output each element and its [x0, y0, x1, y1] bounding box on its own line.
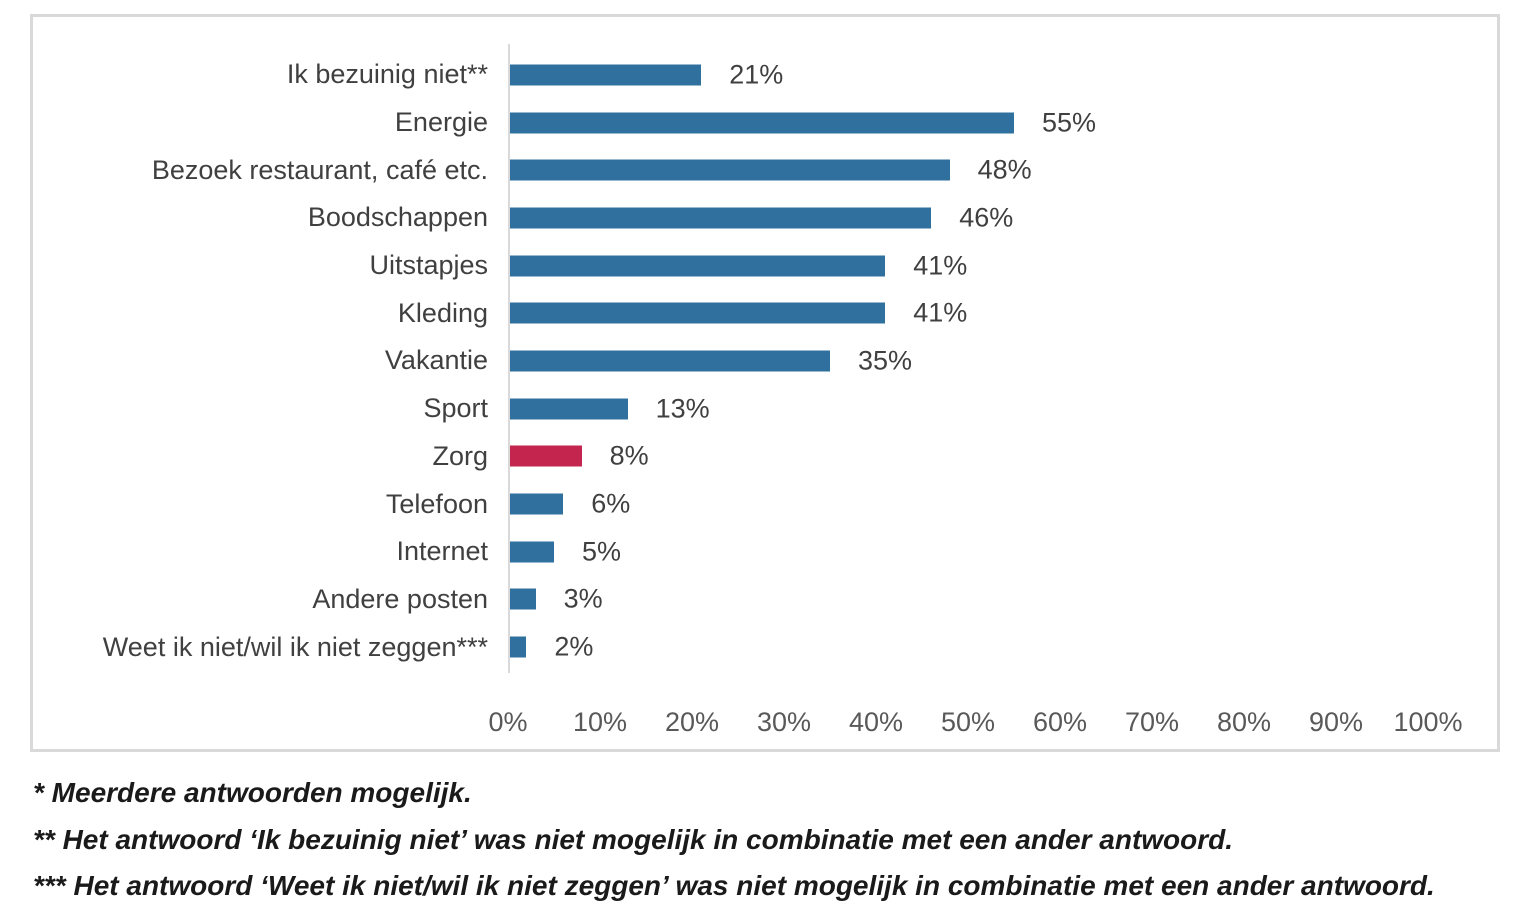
bar [508, 159, 950, 181]
bar-row: Bezoek restaurant, café etc. 48% [33, 146, 1497, 194]
bar-row: Kleding 41% [33, 289, 1497, 337]
bar [508, 255, 886, 277]
category-label: Zorg [432, 440, 488, 471]
category-label: Uitstapjes [369, 250, 488, 281]
bar-track: 41% [508, 242, 1428, 290]
bar-row: Weet ik niet/wil ik niet zeggen*** 2% [33, 623, 1497, 671]
bar [508, 207, 932, 229]
category-label: Weet ik niet/wil ik niet zeggen*** [102, 631, 488, 662]
value-label: 21% [729, 59, 784, 90]
footnote-1: * Meerdere antwoorden mogelijk. [33, 777, 472, 808]
bar-track: 6% [508, 480, 1428, 528]
bar [508, 112, 1014, 134]
bar [508, 64, 702, 86]
bar-track: 48% [508, 146, 1428, 194]
x-tick-label: 10% [572, 707, 628, 737]
bar [508, 398, 628, 420]
bar [508, 350, 830, 372]
bar-row: Ik bezuinig niet** 21% [33, 51, 1497, 99]
bar-track: 2% [508, 623, 1428, 671]
bar-rows: Ik bezuinig niet** 21% Energie 55% Bezoek re… [33, 51, 1497, 671]
category-label: Ik bezuinig niet** [286, 59, 488, 90]
bar-row: Internet 5% [33, 528, 1497, 576]
value-label: 2% [554, 631, 594, 662]
x-tick-label: 50% [940, 707, 996, 737]
footnotes: * Meerdere antwoorden mogelijk. ** Het a… [33, 770, 1513, 910]
category-label: Energie [394, 107, 488, 138]
bar-row: Energie 55% [33, 99, 1497, 147]
y-axis-line [508, 44, 510, 673]
category-label: Kleding [397, 297, 488, 328]
bar-row: Zorg 8% [33, 433, 1497, 481]
bar-track: 41% [508, 289, 1428, 337]
bar-row: Telefoon 6% [33, 480, 1497, 528]
value-label: 41% [913, 250, 968, 281]
value-label: 35% [858, 345, 913, 376]
x-tick-label: 20% [664, 707, 720, 737]
bar-track: 8% [508, 433, 1428, 481]
footnote-3: *** Het antwoord ‘Weet ik niet/wil ik ni… [33, 870, 1435, 901]
bar-track: 5% [508, 528, 1428, 576]
value-label: 6% [591, 488, 631, 519]
x-axis-ticks: 0% 10% 20% 30% 40% 50% 60% 70% 80% 90% 100% [488, 707, 1462, 739]
value-label: 55% [1042, 107, 1097, 138]
value-label: 5% [582, 536, 622, 567]
x-tick-label: 60% [1032, 707, 1088, 737]
bar-track: 35% [508, 337, 1428, 385]
category-label: Vakantie [384, 345, 488, 376]
bar-track: 13% [508, 385, 1428, 433]
x-tick-label: 0% [488, 707, 528, 737]
bar-row: Sport 13% [33, 385, 1497, 433]
value-label: 3% [563, 583, 603, 614]
value-label: 8% [609, 440, 649, 471]
x-tick-label: 100% [1393, 707, 1463, 737]
value-label: 41% [913, 297, 968, 328]
x-tick-label: 90% [1308, 707, 1364, 737]
x-tick-label: 40% [848, 707, 904, 737]
category-label: Sport [423, 393, 488, 424]
bar [508, 445, 582, 467]
value-label: 48% [977, 154, 1032, 185]
bar-row: Andere posten 3% [33, 576, 1497, 624]
bar [508, 636, 527, 658]
x-tick-label: 30% [756, 707, 812, 737]
category-label: Telefoon [385, 488, 488, 519]
value-label: 13% [655, 393, 710, 424]
bar-row: Vakantie 35% [33, 337, 1497, 385]
bar-track: 3% [508, 576, 1428, 624]
bar-track: 21% [508, 51, 1428, 99]
bar [508, 493, 564, 515]
bar-track: 46% [508, 194, 1428, 242]
bar-track: 55% [508, 99, 1428, 147]
bar [508, 541, 554, 563]
category-label: Boodschappen [307, 202, 488, 233]
value-label: 46% [959, 202, 1014, 233]
bar [508, 588, 536, 610]
x-tick-label: 70% [1124, 707, 1180, 737]
category-label: Bezoek restaurant, café etc. [151, 154, 488, 185]
x-tick-label: 80% [1216, 707, 1272, 737]
footnote-2: ** Het antwoord ‘Ik bezuinig niet’ was n… [33, 823, 1234, 855]
chart-frame: Ik bezuinig niet** 21% Energie 55% Bezoek re… [30, 14, 1500, 752]
bar [508, 302, 886, 324]
category-label: Andere posten [312, 583, 488, 614]
bar-row: Boodschappen 46% [33, 194, 1497, 242]
bar-row: Uitstapjes 41% [33, 242, 1497, 290]
category-label: Internet [396, 536, 488, 567]
